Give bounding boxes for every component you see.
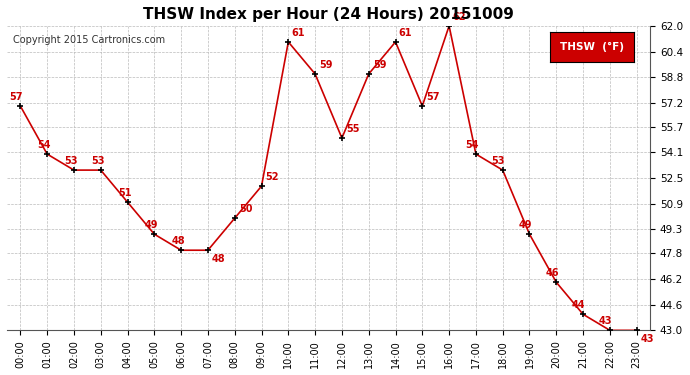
Text: 53: 53 — [64, 156, 78, 166]
Text: 49: 49 — [145, 220, 158, 230]
Text: 54: 54 — [465, 140, 478, 150]
Text: 59: 59 — [373, 60, 386, 70]
Text: 61: 61 — [291, 28, 304, 38]
Text: 48: 48 — [212, 254, 226, 264]
Text: 57: 57 — [426, 92, 440, 102]
Text: 43: 43 — [641, 334, 654, 344]
Text: 46: 46 — [545, 268, 559, 278]
Text: 48: 48 — [171, 236, 185, 246]
Text: 55: 55 — [346, 124, 359, 134]
Text: 57: 57 — [9, 92, 23, 102]
Text: 49: 49 — [518, 220, 532, 230]
Text: 53: 53 — [491, 156, 505, 166]
Text: 54: 54 — [37, 140, 51, 150]
Text: 59: 59 — [319, 60, 333, 70]
Text: 52: 52 — [266, 172, 279, 182]
Text: 43: 43 — [599, 316, 612, 326]
Text: 62: 62 — [452, 12, 465, 22]
Text: 61: 61 — [398, 28, 412, 38]
Text: Copyright 2015 Cartronics.com: Copyright 2015 Cartronics.com — [13, 35, 166, 45]
Text: 53: 53 — [91, 156, 104, 166]
Title: THSW Index per Hour (24 Hours) 20151009: THSW Index per Hour (24 Hours) 20151009 — [143, 7, 514, 22]
Text: 50: 50 — [239, 204, 253, 214]
Text: 44: 44 — [572, 300, 586, 310]
Text: 51: 51 — [118, 188, 131, 198]
